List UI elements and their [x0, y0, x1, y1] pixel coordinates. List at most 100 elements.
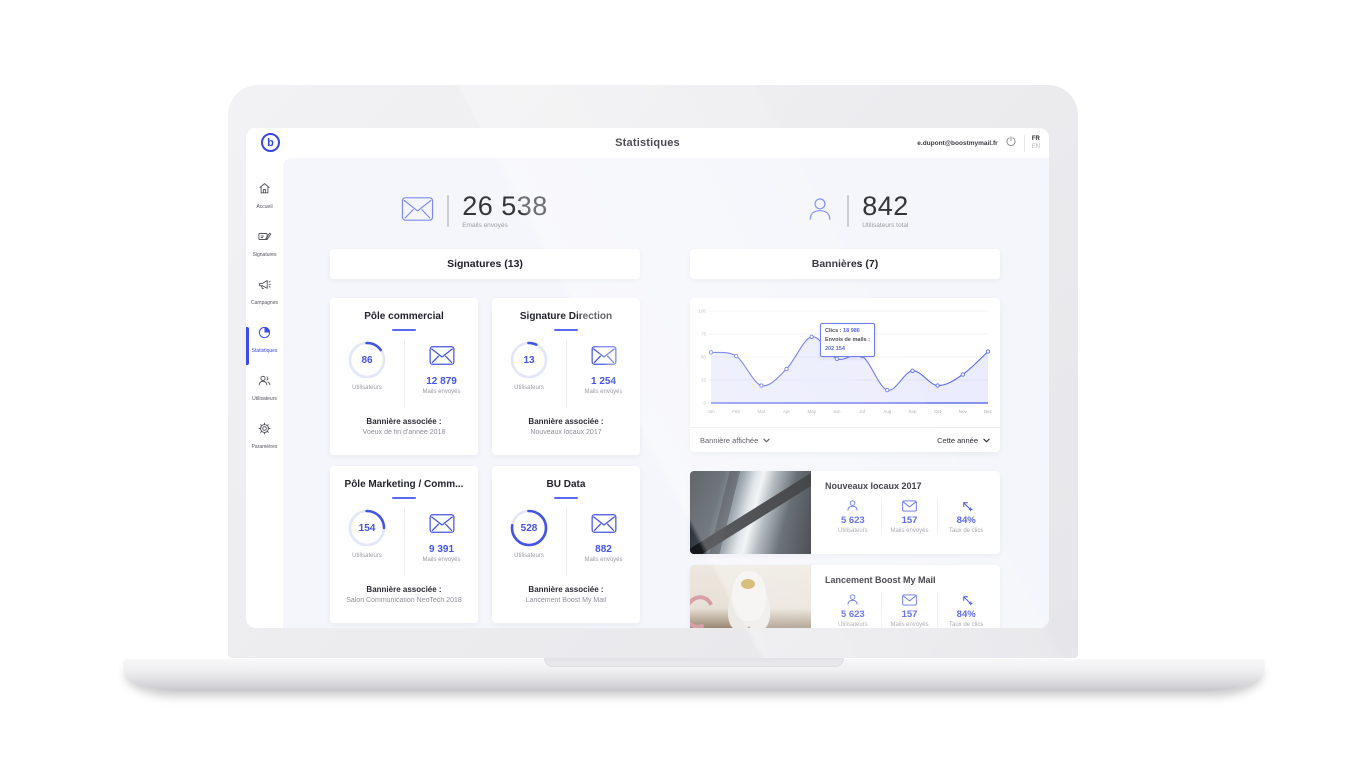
sidebar-item-parametres[interactable]: Paramètres: [246, 421, 283, 469]
logo-letter: b: [267, 136, 274, 149]
click-rate-icon: [938, 498, 994, 512]
svg-text:50: 50: [701, 355, 707, 360]
banners-column: Bannières (7) 0 25 50 75 100 Jan Feb Mar Apr May J…: [690, 249, 1000, 628]
main-content: 26 538 Emails envoyés: [283, 158, 1049, 628]
click-rate-icon: [938, 592, 994, 606]
laptop-notch: [544, 658, 844, 667]
chart-tooltip: Clics : 18 986 Envois de mails : 202 154: [820, 323, 875, 358]
users-progress-ring: 154: [347, 508, 387, 548]
svg-text:Oct: Oct: [934, 409, 942, 414]
user-icon: [825, 592, 881, 606]
accent-underline: [554, 329, 578, 331]
stat-divider: [447, 195, 450, 227]
svg-text:Feb: Feb: [732, 409, 740, 414]
svg-text:100: 100: [698, 309, 706, 314]
envelope-icon: [882, 498, 938, 512]
sidebar-item-utilisateurs[interactable]: Utilisateurs: [246, 373, 283, 421]
line-chart: 0 25 50 75 100 Jan Feb Mar Apr May Jun Jul Aug Sep Oct…: [698, 309, 993, 414]
envelope-icon: [591, 345, 617, 371]
page-title: Statistiques: [615, 137, 680, 149]
banner-clicks-chart-card: 0 25 50 75 100 Jan Feb Mar Apr May Jun Jul Aug Sep Oct…: [690, 298, 1000, 452]
gear-icon: [257, 421, 272, 441]
svg-text:Nov: Nov: [959, 409, 968, 414]
signature-icon: [257, 229, 272, 249]
svg-text:Sep: Sep: [908, 409, 917, 414]
banner-list-item[interactable]: Lancement Boost My Mail: [690, 565, 1000, 628]
header-right: e.dupont@boostmymail.fr FR EN: [917, 128, 1044, 158]
chart-footer: Bannière affichée Cette année: [690, 427, 1000, 452]
stat-users: 842 Utilisateurs total: [666, 185, 1049, 237]
envelope-icon: [429, 345, 455, 371]
signature-card: BU Data: [492, 466, 640, 623]
users-progress-ring: 13: [509, 340, 549, 380]
emails-sent-value: 26 538: [462, 191, 548, 221]
signature-card: Signature Direction: [492, 298, 640, 455]
chevron-down-icon: [983, 438, 990, 443]
svg-text:Jun: Jun: [833, 409, 841, 414]
signature-card: Pôle commercial: [330, 298, 478, 455]
decor: [690, 590, 719, 628]
signatures-section-header: Signatures (13): [330, 249, 640, 279]
language-toggle[interactable]: FR EN: [1032, 135, 1044, 151]
lang-en[interactable]: EN: [1031, 144, 1040, 150]
svg-text:Aug: Aug: [883, 409, 892, 414]
banner-list-item[interactable]: Nouveaux locaux 2017: [690, 471, 1000, 554]
stat-emails: 26 538 Emails envoyés: [283, 185, 666, 237]
envelope-icon: [429, 513, 455, 539]
signature-card: Pôle Marketing / Comm...: [330, 466, 478, 623]
accent-underline: [392, 329, 416, 331]
banner-image-festival: [690, 565, 811, 628]
home-icon: [257, 181, 272, 201]
user-icon: [806, 195, 834, 228]
app-window: b Statistiques e.dupont@boostmymail.fr F…: [246, 128, 1049, 628]
emails-sent-label: Emails envoyés: [462, 222, 508, 229]
chevron-down-icon: [763, 438, 770, 443]
svg-text:Apr: Apr: [783, 409, 791, 414]
svg-text:Mar: Mar: [757, 409, 765, 414]
accent-underline: [392, 497, 416, 499]
users-icon: [257, 373, 272, 393]
envelope-icon: [591, 513, 617, 539]
accent-underline: [554, 497, 578, 499]
users-total-value: 842: [862, 191, 909, 221]
lang-fr[interactable]: FR: [1031, 135, 1040, 142]
logout-power-icon[interactable]: [1005, 134, 1017, 152]
pie-chart-icon: [257, 325, 272, 345]
boostmymail-logo[interactable]: b: [261, 133, 280, 152]
sidebar-item-signatures[interactable]: Signatures: [246, 229, 283, 277]
sidebar: Accueil Signatures: [246, 158, 283, 628]
stat-divider: [847, 195, 850, 227]
signatures-grid: Pôle commercial: [330, 298, 640, 623]
banner-filter-dropdown[interactable]: Bannière affichée: [700, 436, 770, 445]
sidebar-item-accueil[interactable]: Accueil: [246, 181, 283, 229]
user-email: e.dupont@boostmymail.fr: [917, 139, 998, 147]
svg-text:Jul: Jul: [859, 409, 865, 414]
users-progress-ring: 528: [509, 508, 549, 548]
app-body: Accueil Signatures: [246, 158, 1049, 628]
sidebar-item-statistiques[interactable]: Statistiques: [246, 325, 283, 373]
banners-section-header: Bannières (7): [690, 249, 1000, 279]
svg-text:75: 75: [701, 332, 707, 337]
svg-text:0: 0: [703, 401, 706, 406]
banner-image-skyscrapers: [690, 471, 811, 554]
overview-stats: 26 538 Emails envoyés: [283, 185, 1049, 237]
signatures-column: Signatures (13) Pôle commercial: [330, 249, 640, 628]
header-divider: [1023, 134, 1025, 152]
laptop-screen: b Statistiques e.dupont@boostmymail.fr F…: [228, 85, 1078, 658]
svg-text:Dec: Dec: [984, 409, 993, 414]
users-progress-ring: 86: [347, 340, 387, 380]
period-filter-dropdown[interactable]: Cette année: [937, 436, 990, 445]
user-icon: [825, 498, 881, 512]
svg-text:Jan: Jan: [707, 409, 715, 414]
envelope-icon: [401, 196, 434, 227]
laptop-base: [123, 658, 1265, 691]
chart-area: 0 25 50 75 100 Jan Feb Mar Apr May Jun Jul Aug Sep Oct…: [690, 298, 1000, 426]
decor: [741, 579, 755, 589]
sidebar-item-campagnes[interactable]: Campagnes: [246, 277, 283, 325]
svg-text:25: 25: [701, 378, 707, 383]
envelope-icon: [882, 592, 938, 606]
app-header: b Statistiques e.dupont@boostmymail.fr F…: [246, 128, 1049, 158]
users-total-label: Utilisateurs total: [862, 222, 909, 229]
svg-text:May: May: [807, 409, 816, 414]
